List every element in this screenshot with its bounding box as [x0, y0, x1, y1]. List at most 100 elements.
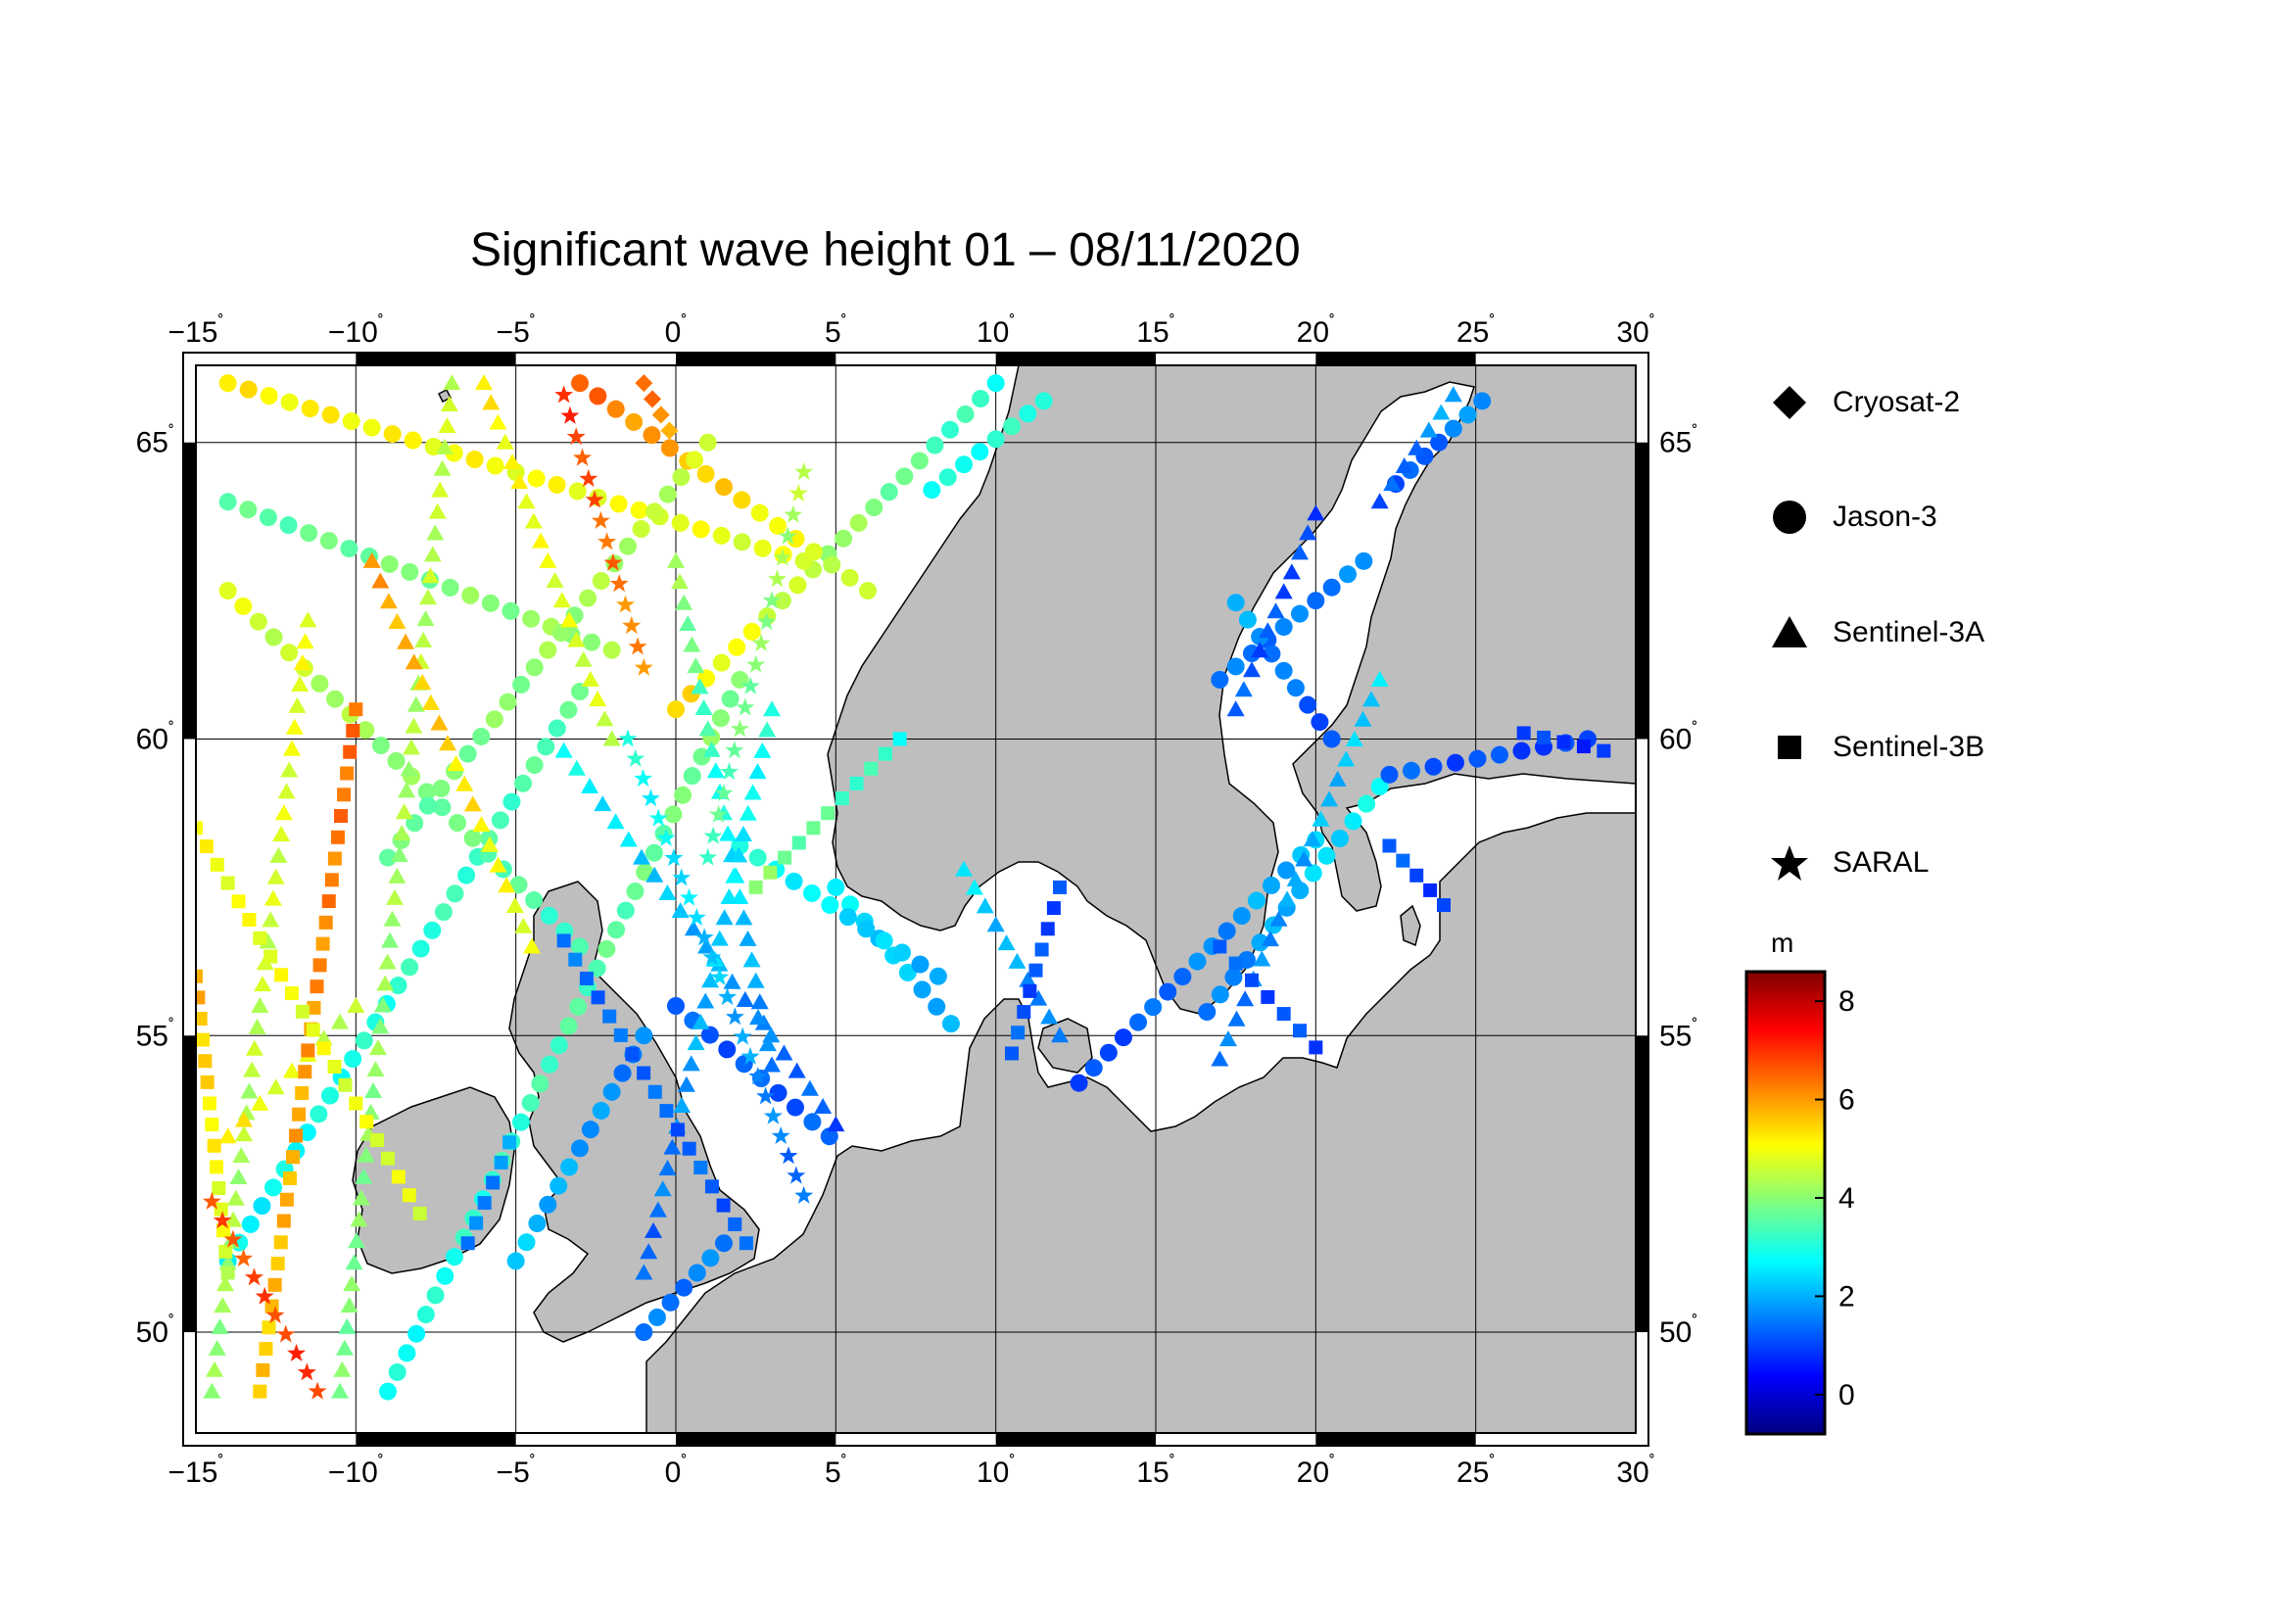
triangle-observation — [472, 816, 491, 833]
gotland-island — [1400, 904, 1421, 947]
square-observation — [821, 806, 835, 821]
lon-tick-label-top: 5˚ — [825, 312, 847, 349]
circle-observation — [583, 633, 601, 651]
triangle-observation — [1040, 1008, 1059, 1025]
triangle-observation — [280, 761, 299, 778]
square-observation — [310, 979, 324, 994]
lon-tick-label-bottom: −10˚ — [328, 1453, 384, 1489]
circle-observation — [404, 431, 422, 450]
circle-observation — [401, 958, 419, 977]
triangle-observation — [1211, 1050, 1229, 1067]
circle-observation — [218, 493, 237, 511]
frame-bar-top — [995, 353, 1156, 365]
circle-observation — [401, 562, 419, 581]
circle-observation — [417, 783, 436, 801]
square-observation — [1046, 901, 1061, 916]
circle-observation — [264, 1178, 283, 1197]
circle-observation — [928, 997, 946, 1016]
frame-bar-top — [1315, 353, 1476, 365]
square-observation — [704, 1179, 719, 1194]
triangle-observation — [986, 916, 1005, 932]
lon-tick-label-bottom: 30˚ — [1616, 1453, 1654, 1489]
star-observation — [591, 510, 610, 529]
star-observation — [771, 1126, 790, 1144]
triangle-observation — [395, 803, 413, 820]
circle-observation — [926, 436, 944, 454]
triangle-observation — [232, 1147, 251, 1164]
triangle-observation — [393, 825, 411, 841]
triangle-observation — [366, 1061, 385, 1077]
circle-observation — [1217, 922, 1236, 940]
circle-observation — [1317, 846, 1336, 865]
circle-observation — [539, 1195, 557, 1214]
square-observation — [196, 1011, 208, 1026]
altimetry-observations — [196, 374, 1611, 1401]
triangle-observation — [976, 897, 994, 914]
square-observation — [835, 791, 849, 806]
circle-observation — [531, 1075, 549, 1093]
circle-observation — [607, 921, 626, 939]
circle-observation — [1211, 670, 1229, 689]
square-observation — [1537, 730, 1551, 744]
circle-observation — [1188, 952, 1207, 971]
circle-observation — [253, 1197, 271, 1216]
triangle-observation — [581, 777, 599, 793]
triangle-observation — [1234, 681, 1253, 697]
square-observation — [1053, 880, 1067, 894]
circle-observation — [549, 1176, 568, 1195]
circle-observation — [387, 751, 406, 770]
circle-observation — [571, 374, 589, 393]
triangle-observation — [671, 902, 690, 919]
triangle-observation — [683, 636, 701, 652]
square-observation — [337, 788, 352, 802]
frame-bar-bottom — [1315, 1433, 1476, 1446]
circle-observation — [1198, 1003, 1217, 1022]
triangle-observation — [203, 1382, 221, 1399]
circle-observation — [280, 393, 299, 411]
star-observation — [756, 1086, 776, 1105]
star-observation — [554, 385, 574, 404]
star-observation — [585, 490, 604, 508]
triangle-observation — [1444, 386, 1462, 403]
triangle-observation — [743, 784, 762, 800]
circle-observation — [750, 503, 769, 522]
circle-observation — [910, 452, 929, 470]
triangle-observation — [333, 1361, 352, 1377]
square-observation — [253, 1384, 267, 1399]
triangle-observation — [517, 493, 536, 509]
triangle-observation — [814, 1097, 833, 1114]
circle-observation — [1226, 657, 1245, 676]
lon-tick-label-top: 20˚ — [1297, 312, 1335, 349]
circle-observation — [423, 921, 442, 939]
triangle-observation — [1227, 1010, 1246, 1027]
square-observation — [295, 1085, 310, 1100]
square-observation — [292, 1107, 307, 1122]
lat-tick-label-right: 60˚ — [1659, 720, 1697, 756]
triangle-observation — [235, 1111, 253, 1127]
square-observation — [286, 1150, 301, 1165]
circle-observation — [1070, 1074, 1088, 1092]
square-observation — [321, 894, 336, 909]
circle-observation — [426, 1286, 445, 1305]
circle-observation — [541, 1055, 559, 1074]
circle-observation — [559, 1017, 578, 1035]
circle-observation — [721, 690, 740, 708]
circle-observation — [279, 516, 298, 535]
triangle-observation — [423, 546, 442, 562]
lat-tick-label-left: 65˚ — [136, 423, 174, 459]
circle-observation — [1277, 861, 1296, 880]
square-observation — [196, 1032, 210, 1047]
star-observation — [714, 784, 734, 802]
circle-observation — [465, 451, 484, 469]
triangle-observation — [266, 868, 285, 884]
circle-observation — [357, 721, 375, 740]
circle-observation — [260, 387, 278, 406]
lat-tick-label-right: 55˚ — [1659, 1016, 1697, 1052]
square-observation — [205, 1118, 219, 1132]
circle-observation — [712, 653, 731, 672]
triangle-observation — [245, 1039, 263, 1056]
circle-observation — [581, 1121, 599, 1139]
lon-tick-label-bottom: −5˚ — [497, 1453, 536, 1489]
circle-observation — [1247, 891, 1265, 910]
star-observation — [730, 719, 749, 738]
